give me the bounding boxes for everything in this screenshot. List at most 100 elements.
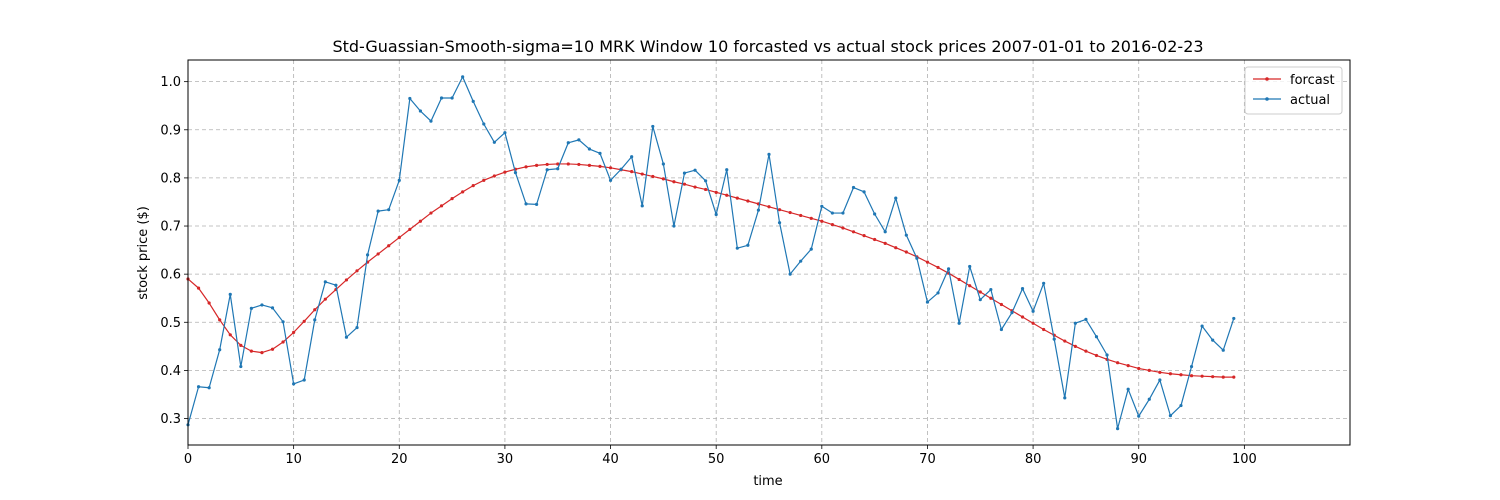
actual-data-point (894, 196, 898, 200)
actual-data-point (1179, 403, 1183, 408)
actual-data-point (1063, 396, 1067, 400)
actual-data-point (566, 141, 570, 145)
actual-data-point (704, 179, 708, 183)
actual-data-point (746, 243, 750, 247)
forcast-data-point (281, 340, 285, 344)
actual-data-point (228, 292, 232, 296)
forcast-data-point (714, 190, 718, 194)
forcast-data-point (1200, 374, 1204, 378)
forcast-data-point (1211, 375, 1215, 379)
actual-data-point (999, 327, 1004, 332)
actual-data-point (630, 155, 634, 159)
legend: forcast actual (1244, 66, 1343, 115)
actual-data-point (862, 190, 866, 194)
actual-data-point (302, 378, 306, 382)
forcast-data-point (862, 234, 866, 238)
forcast-data-point (524, 165, 528, 169)
y-axis-ticks: 0.3 0.4 0.5 0.6 0.7 0.8 0.9 1.0 (160, 75, 188, 427)
legend-actual-marker (1265, 97, 1269, 101)
forcast-data-point (323, 297, 327, 301)
actual-data-point (1116, 427, 1120, 431)
forcast-data-point (1073, 344, 1077, 348)
forcast-data-point (503, 170, 507, 174)
actual-data-point (756, 208, 761, 212)
forcast-data-point (218, 318, 222, 322)
legend-forcast-label: forcast (1290, 73, 1335, 88)
forcast-data-point (471, 184, 475, 188)
actual-data-point (851, 185, 856, 190)
forcast-data-point (883, 241, 887, 245)
forcast-data-point (355, 269, 359, 273)
forcast-data-point (1094, 353, 1099, 358)
forcast-data-point (249, 349, 253, 353)
forcast-data-point (799, 213, 803, 218)
actual-data-point (1020, 286, 1025, 291)
forcast-data-point (418, 219, 422, 223)
forcast-data-point (397, 235, 401, 240)
forcast-data-point (482, 178, 486, 182)
actual-data-point (820, 204, 824, 208)
forcast-data-point (661, 177, 665, 181)
legend-forcast-marker (1265, 77, 1269, 81)
chart-title: Std-Guassian-Smooth-sigma=10 MRK Window … (332, 37, 1203, 56)
actual-data-point (1211, 338, 1215, 342)
actual-data-point (1158, 378, 1162, 382)
actual-data-point (978, 298, 982, 302)
actual-data-point (270, 306, 275, 310)
actual-data-point (556, 167, 560, 171)
actual-data-point (1031, 309, 1035, 313)
actual-data-point (1073, 321, 1077, 325)
forcast-data-point (1042, 327, 1046, 332)
actual-data-point (513, 171, 518, 175)
forcast-data-point (999, 302, 1004, 307)
actual-data-point (587, 147, 592, 151)
actual-data-point (946, 267, 951, 271)
actual-data-point (640, 204, 644, 208)
forcast-data-point (566, 162, 570, 166)
x-tick-label: 80 (1025, 452, 1042, 467)
actual-data-point (397, 178, 401, 182)
forcast-data-point (989, 296, 993, 300)
actual-data-point (334, 283, 338, 287)
actual-data-point (535, 202, 539, 206)
y-tick-label: 0.5 (160, 316, 181, 331)
forcast-series-line (187, 163, 1234, 378)
actual-data-point (471, 99, 475, 103)
forcast-data-point (492, 174, 496, 178)
actual-data-point (682, 171, 687, 175)
actual-data-point (651, 124, 655, 129)
actual-data-point (608, 178, 613, 182)
forcast-data-point (302, 319, 306, 323)
forcast-data-point (598, 164, 602, 168)
actual-data-point (1221, 348, 1225, 352)
forcast-data-point (1168, 372, 1173, 376)
forcast-data-point (608, 166, 613, 170)
actual-data-point (809, 247, 813, 251)
actual-data-point (545, 168, 549, 172)
actual-data-point (1010, 311, 1014, 315)
actual-data-point (1105, 353, 1109, 357)
forcast-data-point (978, 290, 982, 294)
y-tick-label: 1.0 (160, 75, 181, 90)
forcast-data-point (461, 190, 465, 194)
x-tick-label: 30 (497, 452, 514, 467)
plot-frame (187, 59, 1351, 446)
x-axis-label: time (753, 474, 782, 489)
forcast-data-point (292, 330, 296, 334)
actual-data-point (292, 382, 296, 386)
actual-data-point (1189, 364, 1194, 369)
forcast-data-point (957, 277, 961, 282)
series-layer (186, 75, 1236, 431)
forcast-data-point (968, 284, 972, 288)
actual-data-point (1137, 414, 1141, 418)
forcast-data-point (535, 163, 539, 167)
x-tick-label: 60 (814, 452, 831, 467)
forcast-data-point (767, 205, 771, 209)
actual-data-point (957, 321, 961, 325)
actual-data-point (936, 291, 940, 295)
x-tick-label: 40 (602, 452, 619, 467)
actual-data-point (1200, 324, 1204, 328)
actual-data-point (714, 212, 718, 217)
actual-data-point (1094, 335, 1099, 339)
actual-data-point (672, 224, 676, 228)
